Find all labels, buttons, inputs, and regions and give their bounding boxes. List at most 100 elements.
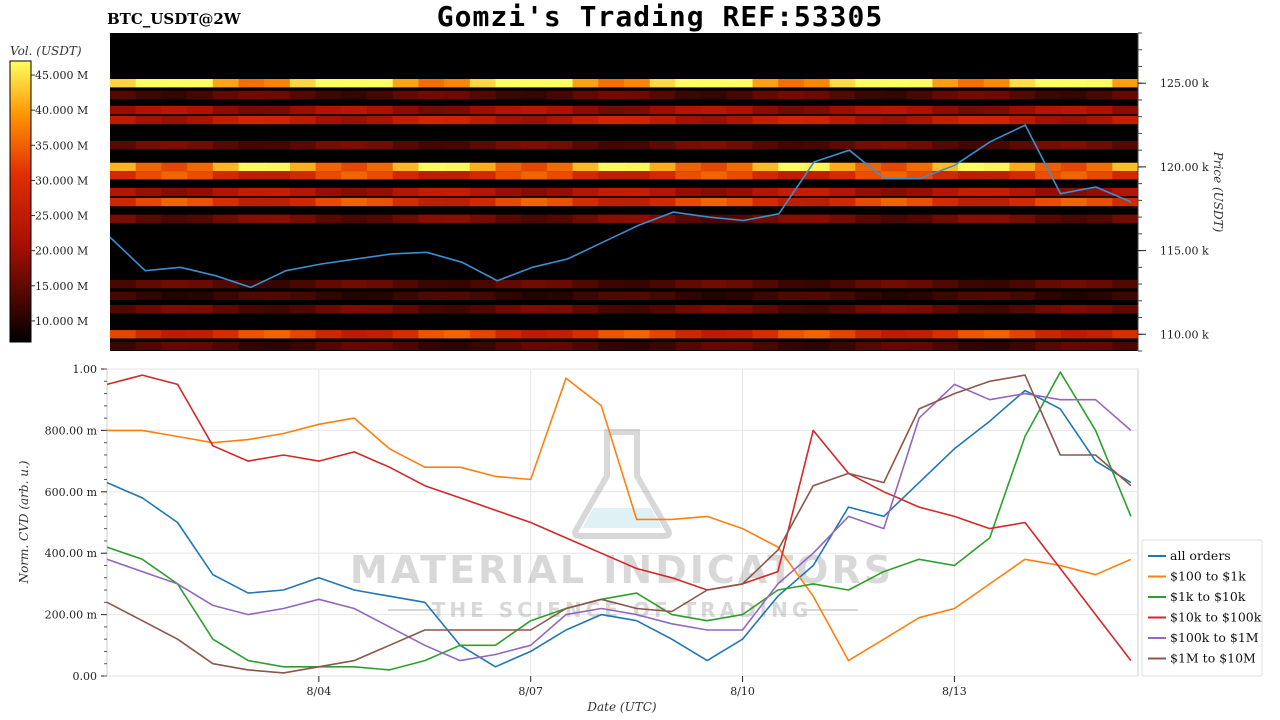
heatmap-cell (881, 330, 908, 339)
heatmap-cell (906, 214, 933, 223)
heatmap-cell (521, 304, 548, 314)
heatmap-cell (289, 115, 317, 125)
heatmap-cell (932, 214, 959, 223)
heatmap-cell (495, 341, 522, 351)
heatmap-cell (341, 279, 368, 289)
heatmap-levels (110, 79, 1139, 351)
heatmap-cell (649, 105, 676, 115)
heatmap-cell (212, 341, 239, 351)
heatmap-cell (803, 279, 831, 289)
heatmap-cell (1009, 214, 1036, 223)
heatmap-cell (1086, 105, 1113, 115)
heatmap-cell (598, 279, 625, 289)
heatmap-cell (392, 115, 419, 125)
heatmap-cell (367, 330, 394, 339)
price-axis-label: Price (USDT) (1211, 151, 1225, 233)
heatmap-cell (675, 140, 702, 150)
heatmap-cell (392, 304, 419, 314)
heatmap-cell (803, 187, 831, 197)
heatmap-cell (932, 187, 959, 197)
heatmap-cell (803, 291, 831, 300)
heatmap-cell (341, 291, 368, 300)
heatmap-cell (135, 330, 162, 339)
heatmap-cell (444, 105, 471, 115)
heatmap-cell (675, 341, 702, 351)
heatmap-cell (624, 162, 651, 172)
heatmap-cell (778, 279, 805, 289)
heatmap-cell (624, 214, 651, 223)
heatmap-cell (906, 187, 933, 197)
heatmap-cell (675, 79, 702, 88)
heatmap-cell (392, 279, 419, 289)
heatmap-cell (1035, 291, 1062, 300)
heatmap-cell (906, 197, 933, 207)
heatmap-cell (1060, 140, 1088, 150)
heatmap-cell (341, 162, 368, 172)
heatmap-cell (418, 197, 445, 207)
heatmap-cell (392, 162, 419, 172)
heatmap-cell (881, 115, 908, 125)
heatmap-cell (546, 90, 574, 100)
colorbar-label: Vol. (USDT) (10, 44, 82, 58)
heatmap-cell (829, 197, 856, 207)
heatmap-cell (238, 140, 265, 150)
heatmap-cell (444, 341, 471, 351)
heatmap-cell (187, 140, 214, 150)
colorbar-tick-label: 10.000 M (35, 315, 88, 328)
heatmap-cell (906, 171, 933, 180)
heatmap-cell (212, 171, 239, 180)
heatmap-cell (855, 187, 882, 197)
heatmap-cell (469, 187, 496, 197)
heatmap-cell (315, 171, 342, 180)
colorbar-tick-label: 45.000 M (35, 69, 88, 82)
heatmap-cell (958, 197, 985, 207)
colorbar-tick-label: 15.000 M (35, 280, 88, 293)
legend-label: $100k to $1M (1170, 630, 1259, 645)
heatmap-cell (675, 330, 702, 339)
heatmap-cell (521, 330, 548, 339)
heatmap-cell (495, 291, 522, 300)
heatmap-cell (444, 171, 471, 180)
heatmap-cell (110, 279, 137, 289)
heatmap-cell (624, 79, 651, 88)
heatmap-cell (572, 115, 599, 125)
heatmap-cell (906, 90, 933, 100)
price-tick-label: 125.00 k (1160, 77, 1209, 90)
heatmap-cell (546, 79, 574, 88)
heatmap-cell (829, 330, 856, 339)
heatmap-cell (1035, 90, 1062, 100)
heatmap-cell (778, 304, 805, 314)
chart-title: Gomzi's Trading REF:53305 (436, 0, 884, 33)
heatmap-cell (1009, 304, 1036, 314)
heatmap-cell (932, 197, 959, 207)
heatmap-cell (289, 79, 317, 88)
heatmap-cell (161, 197, 188, 207)
heatmap-cell (958, 279, 985, 289)
heatmap-cell (135, 279, 162, 289)
heatmap-cell (469, 291, 496, 300)
heatmap-cell (212, 304, 239, 314)
heatmap-cell (958, 105, 985, 115)
heatmap-cell (855, 197, 882, 207)
heatmap-cell (958, 304, 985, 314)
heatmap-cell (289, 304, 317, 314)
heatmap-cell (546, 140, 574, 150)
heatmap-cell (701, 79, 728, 88)
heatmap-cell (187, 162, 214, 172)
heatmap-cell (289, 279, 317, 289)
heatmap-cell (495, 105, 522, 115)
heatmap-cell (495, 90, 522, 100)
heatmap-cell (572, 214, 599, 223)
heatmap-cell (161, 330, 188, 339)
heatmap-cell (367, 140, 394, 150)
heatmap-cell (444, 90, 471, 100)
heatmap-cell (572, 341, 599, 351)
heatmap-cell (1035, 341, 1062, 351)
heatmap-cell (726, 140, 753, 150)
heatmap-cell (521, 197, 548, 207)
heatmap-cell (212, 90, 239, 100)
heatmap-cell (495, 214, 522, 223)
heatmap-cell (778, 330, 805, 339)
heatmap-cell (906, 330, 933, 339)
heatmap-cell (444, 279, 471, 289)
